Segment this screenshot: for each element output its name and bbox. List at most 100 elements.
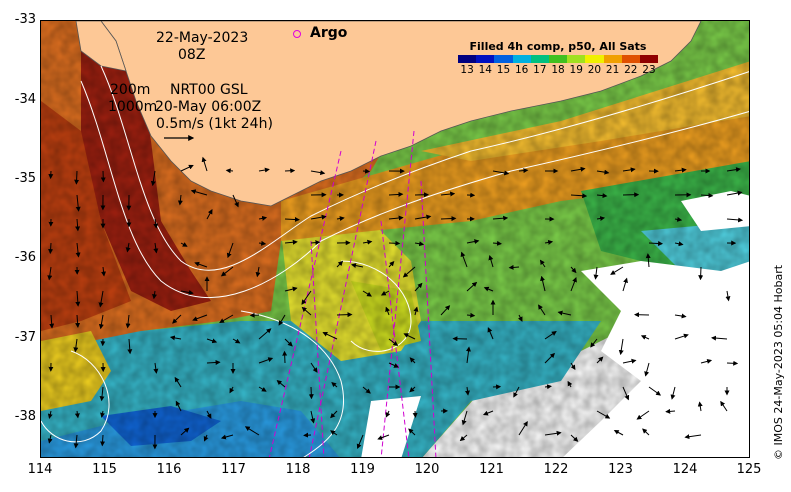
lon-tick: 114: [27, 462, 53, 477]
current-vector-arrow: [482, 410, 494, 416]
current-vector-arrow: [388, 338, 399, 347]
current-vector-arrow: [194, 261, 208, 268]
current-vector-arrow: [466, 239, 480, 245]
lat-tick: -34: [14, 92, 36, 107]
current-vector-arrow: [169, 335, 182, 341]
current-vector-arrow: [99, 386, 105, 402]
current-vector-arrow: [201, 156, 208, 172]
current-vector-arrow: [570, 266, 577, 274]
current-vector-arrow: [322, 332, 338, 340]
current-vector-arrow: [492, 240, 502, 246]
current-vector-arrow: [152, 290, 157, 300]
current-vector-arrow: [622, 277, 628, 292]
current-vector-arrow: [258, 357, 274, 364]
current-vector-arrow: [388, 191, 404, 197]
current-vector-arrow: [674, 216, 683, 222]
current-vectors: [47, 156, 744, 450]
current-vector-arrow: [330, 410, 338, 419]
current-vector-arrow: [73, 338, 79, 353]
current-vector-arrow: [466, 346, 471, 364]
legend-swatch: [494, 55, 513, 63]
lat-tick: -38: [14, 409, 36, 424]
current-vector-arrow: [101, 266, 107, 277]
legend-tick-label: 21: [605, 64, 620, 76]
legend-swatch: [639, 55, 659, 63]
current-vector-arrow: [258, 167, 270, 173]
current-vector-arrow: [466, 312, 476, 318]
current-vector-arrow: [74, 410, 80, 419]
current-vector-arrow: [362, 239, 373, 245]
current-vector-arrow: [640, 335, 650, 340]
current-vector-arrow: [150, 170, 156, 187]
argo-marker-icon: [293, 30, 301, 38]
depth-contours: [41, 65, 749, 457]
current-vector-arrow: [648, 240, 664, 246]
current-vector-arrow: [518, 421, 528, 436]
current-vector-arrow: [206, 338, 218, 344]
current-vector-arrow: [226, 242, 234, 259]
legend-swatch: [476, 55, 495, 63]
current-vector-arrow: [336, 216, 345, 222]
current-vector-arrow: [180, 164, 194, 172]
current-vector-arrow: [408, 428, 416, 436]
sst-colorbar-legend: Filled 4h comp, p50, All Sats 13 14 15 16 17…: [458, 40, 659, 76]
current-vector-arrow: [645, 253, 651, 268]
lon-tick: 124: [672, 462, 698, 477]
current-vector-arrow: [726, 360, 739, 366]
current-vector-arrow: [461, 410, 468, 426]
current-vector-arrow: [726, 190, 743, 196]
current-vector-arrow: [385, 306, 390, 316]
current-vector-arrow: [726, 167, 741, 173]
legend-tick-label: 22: [624, 64, 638, 76]
current-vector-arrow: [388, 215, 404, 221]
legend-swatch: [603, 55, 622, 63]
lon-tick: 117: [221, 462, 246, 477]
credit-label: © IMOS 24-May-2023 05:04 Hobart: [772, 264, 785, 460]
legend-tick-label: 19: [569, 64, 583, 76]
current-vector-arrow: [48, 242, 54, 255]
legend-tick-label: 17: [533, 64, 547, 76]
current-vector-arrow: [440, 216, 457, 222]
current-vector-arrow: [388, 240, 401, 246]
current-vector-arrow: [596, 169, 610, 175]
current-vector-arrow: [47, 266, 53, 281]
lon-tick: 119: [350, 462, 375, 477]
current-vector-arrow: [74, 170, 80, 185]
current-vector-arrow: [125, 242, 131, 253]
altimeter-tracks: [268, 130, 437, 457]
current-vector-arrow: [336, 312, 353, 318]
current-vector-arrow: [336, 260, 344, 268]
legend-swatch: [458, 55, 477, 63]
legend-ticks: 13 14 15 16 17 18 19 20 21 22 23: [458, 64, 658, 76]
current-vector-arrow: [380, 290, 390, 296]
current-vector-arrow: [648, 386, 662, 396]
current-vector-arrow: [492, 170, 510, 176]
current-vector-arrow: [618, 338, 624, 356]
current-vector-arrow: [75, 218, 81, 232]
current-vector-arrow: [539, 259, 546, 268]
current-vector-arrow: [47, 434, 53, 444]
lon-tick: 123: [608, 462, 633, 477]
current-vector-arrow: [203, 434, 209, 442]
current-vector-arrow: [538, 304, 546, 316]
current-vector-arrow: [720, 400, 728, 412]
current-vector-arrow: [125, 314, 131, 329]
current-vector-arrow: [310, 170, 326, 176]
current-vector-arrow: [98, 290, 104, 308]
legend-tick-label: 15: [496, 64, 511, 76]
sst-map[interactable]: [40, 20, 750, 458]
current-vector-arrow: [622, 358, 637, 364]
current-vector-arrow: [508, 264, 520, 270]
velocity-scale-label: 0.5m/s (1kt 24h): [156, 116, 273, 132]
current-vector-arrow: [276, 380, 286, 388]
current-vector-arrow: [698, 266, 704, 281]
current-vector-arrow: [570, 276, 577, 292]
lon-tick: 125: [736, 462, 762, 477]
current-vector-arrow: [414, 241, 425, 247]
current-vector-arrow: [284, 338, 293, 347]
current-vector-arrow: [229, 386, 235, 394]
current-vector-arrow: [488, 254, 494, 268]
current-vector-arrow: [466, 281, 478, 292]
current-vector-arrow: [284, 217, 300, 222]
land-australia: [100, 21, 702, 207]
